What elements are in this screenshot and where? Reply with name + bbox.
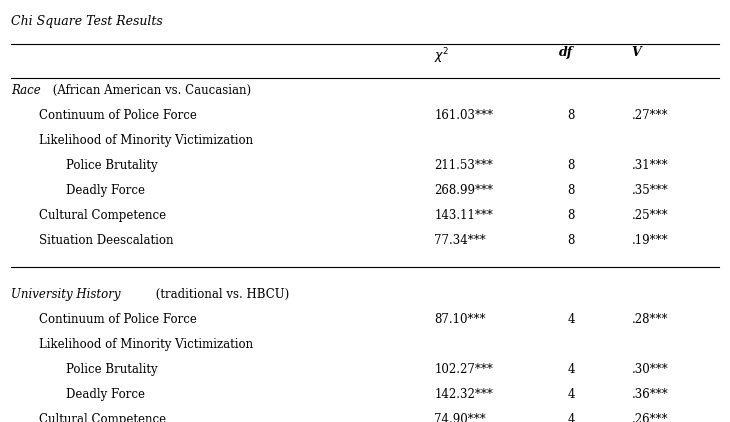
Text: .25***: .25*** (631, 209, 668, 222)
Text: 8: 8 (567, 209, 575, 222)
Text: Police Brutality: Police Brutality (66, 160, 158, 172)
Text: .35***: .35*** (631, 184, 668, 197)
Text: Deadly Force: Deadly Force (66, 388, 145, 401)
Text: Deadly Force: Deadly Force (66, 184, 145, 197)
Text: 102.27***: 102.27*** (434, 363, 493, 376)
Text: Police Brutality: Police Brutality (66, 363, 158, 376)
Text: Chi Square Test Results: Chi Square Test Results (11, 15, 163, 28)
Text: 142.32***: 142.32*** (434, 388, 493, 401)
Text: Cultural Competence: Cultural Competence (39, 413, 166, 422)
Text: 143.11***: 143.11*** (434, 209, 493, 222)
Text: .30***: .30*** (631, 363, 668, 376)
Text: (African American vs. Caucasian): (African American vs. Caucasian) (50, 84, 251, 97)
Text: 4: 4 (567, 413, 575, 422)
Text: 8: 8 (567, 109, 575, 122)
Text: 4: 4 (567, 363, 575, 376)
Text: Cultural Competence: Cultural Competence (39, 209, 166, 222)
Text: University History: University History (11, 288, 120, 301)
Text: .26***: .26*** (631, 413, 668, 422)
Text: Likelihood of Minority Victimization: Likelihood of Minority Victimization (39, 338, 253, 351)
Text: .28***: .28*** (631, 313, 668, 326)
Text: (traditional vs. HBCU): (traditional vs. HBCU) (153, 288, 290, 301)
Text: 268.99***: 268.99*** (434, 184, 493, 197)
Text: 4: 4 (567, 388, 575, 401)
Text: V: V (631, 46, 641, 60)
Text: 8: 8 (567, 184, 575, 197)
Text: .31***: .31*** (631, 160, 668, 172)
Text: 74.90***: 74.90*** (434, 413, 486, 422)
Text: 8: 8 (567, 234, 575, 247)
Text: 8: 8 (567, 160, 575, 172)
Text: Continuum of Police Force: Continuum of Police Force (39, 109, 196, 122)
Text: 77.34***: 77.34*** (434, 234, 486, 247)
Text: df: df (558, 46, 572, 60)
Text: 211.53***: 211.53*** (434, 160, 493, 172)
Text: $\chi^2$: $\chi^2$ (434, 46, 450, 66)
Text: 4: 4 (567, 313, 575, 326)
Text: 161.03***: 161.03*** (434, 109, 493, 122)
Text: .27***: .27*** (631, 109, 668, 122)
Text: Continuum of Police Force: Continuum of Police Force (39, 313, 196, 326)
Text: Race: Race (11, 84, 41, 97)
Text: .36***: .36*** (631, 388, 668, 401)
Text: .19***: .19*** (631, 234, 668, 247)
Text: Situation Deescalation: Situation Deescalation (39, 234, 173, 247)
Text: 87.10***: 87.10*** (434, 313, 486, 326)
Text: Likelihood of Minority Victimization: Likelihood of Minority Victimization (39, 134, 253, 147)
